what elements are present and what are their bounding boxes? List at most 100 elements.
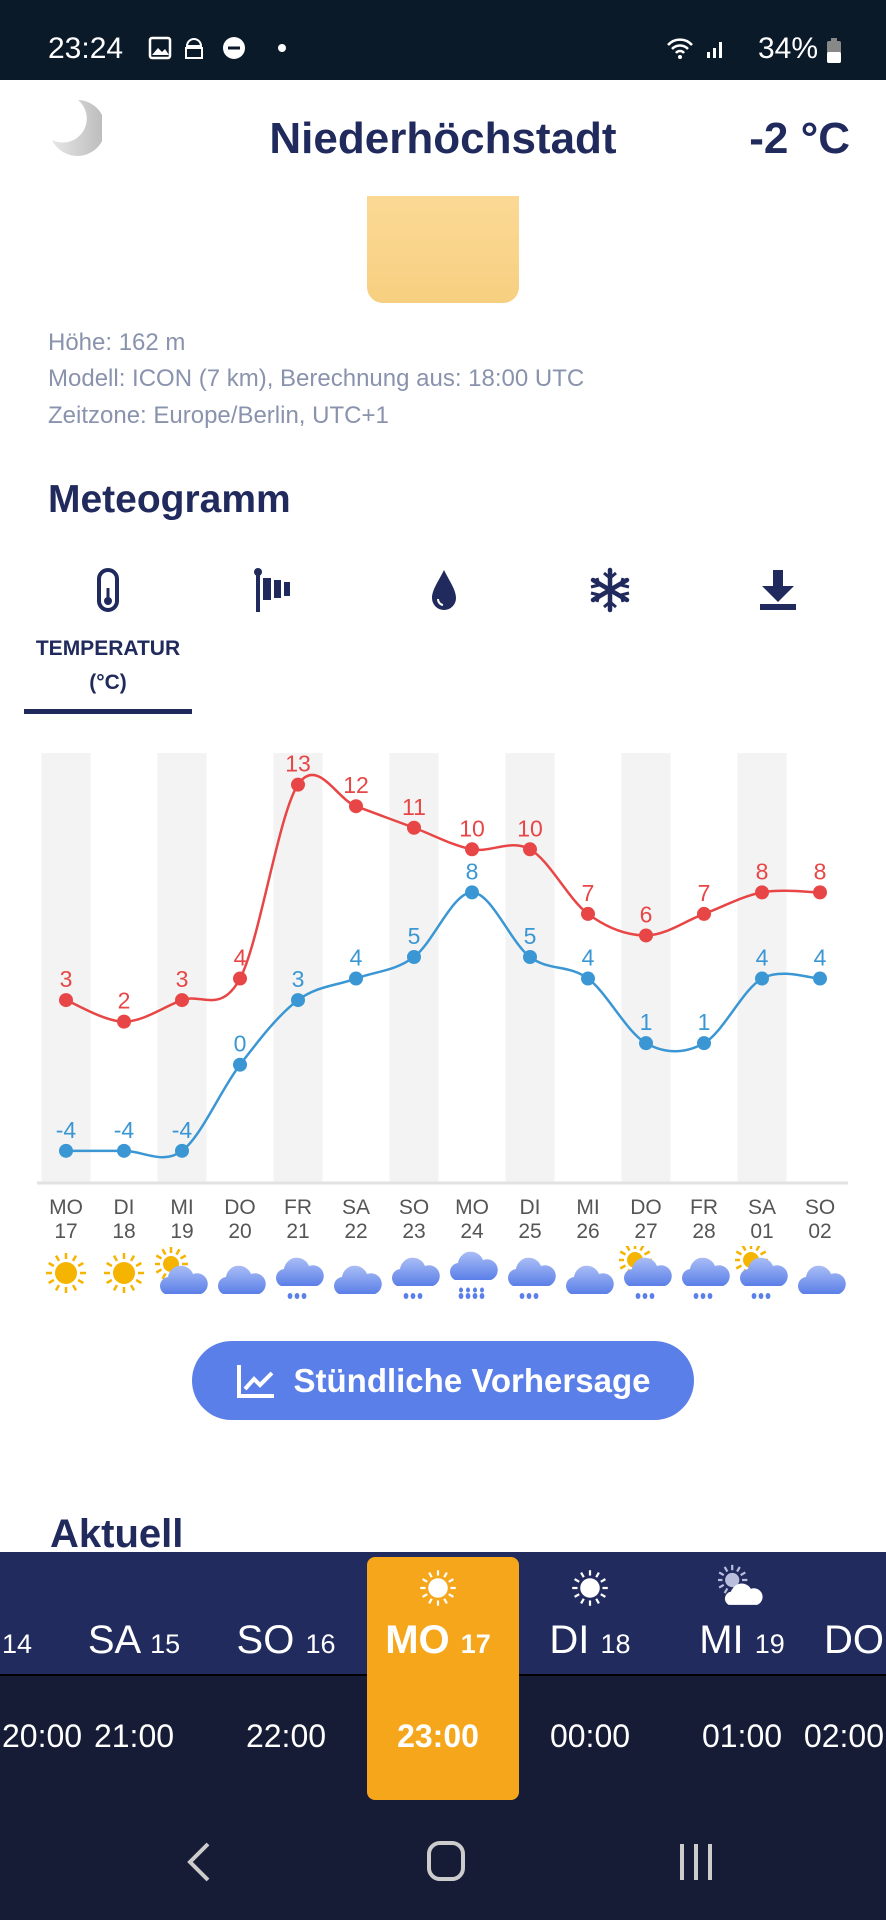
data-label-max: 8 bbox=[814, 858, 827, 884]
timeline-day[interactable]: DI 18 bbox=[514, 1618, 666, 1663]
timeline-day[interactable]: MO 17 bbox=[362, 1618, 514, 1663]
data-label-min: 4 bbox=[814, 945, 827, 971]
day-name: FR bbox=[284, 1196, 312, 1219]
timeline-day-name: MO bbox=[385, 1618, 450, 1662]
day-number: 18 bbox=[112, 1220, 136, 1243]
tab-temperature-label[interactable]: TEMPERATUR (°C) bbox=[35, 637, 181, 694]
data-label-min: 3 bbox=[292, 966, 305, 992]
chart-column-band bbox=[737, 753, 787, 1182]
moon-icon bbox=[52, 100, 102, 156]
data-label-max: 2 bbox=[118, 988, 131, 1014]
timeline-day[interactable]: SO 16 bbox=[210, 1618, 362, 1663]
day-number: 21 bbox=[286, 1220, 310, 1243]
tab-precipitation-drop-icon[interactable] bbox=[420, 566, 468, 614]
day-number: 27 bbox=[634, 1220, 658, 1243]
day-number: 23 bbox=[402, 1220, 426, 1243]
timeline-time[interactable]: 20:00 bbox=[2, 1718, 83, 1754]
data-label-min: 5 bbox=[524, 923, 537, 949]
chart-day-label: FR 28 bbox=[676, 1196, 732, 1244]
data-point-max bbox=[639, 928, 653, 943]
weather-partly-icon bbox=[155, 1247, 208, 1294]
signal-icon bbox=[707, 42, 722, 58]
timeline-time[interactable]: 23:00 bbox=[397, 1718, 479, 1754]
timeline-day-number: 16 bbox=[305, 1629, 336, 1659]
data-point-min bbox=[697, 1036, 711, 1051]
data-point-max bbox=[349, 799, 363, 814]
hourly-forecast-button[interactable]: Stündliche Vorhersage bbox=[192, 1341, 694, 1420]
data-label-min: 4 bbox=[582, 945, 595, 971]
timeline-day-name: SA bbox=[87, 1618, 139, 1662]
weather-rain-icon bbox=[276, 1257, 324, 1299]
data-point-max bbox=[291, 777, 305, 792]
tab-temperature-thermometer-icon[interactable] bbox=[84, 566, 132, 614]
day-number: 20 bbox=[228, 1220, 252, 1243]
battery-percent: 34% bbox=[757, 32, 818, 65]
chart-day-label: DI 25 bbox=[502, 1196, 558, 1244]
weather-partlyrain-icon bbox=[735, 1246, 788, 1299]
timeline-time[interactable]: 02:00 bbox=[803, 1718, 884, 1754]
data-label-max: 7 bbox=[582, 880, 595, 906]
weather-cloud-icon bbox=[218, 1265, 266, 1294]
tab-wind-windsock-icon[interactable] bbox=[252, 566, 300, 614]
timeline-day-number: 15 bbox=[150, 1629, 181, 1659]
timeline-time[interactable]: 22:00 bbox=[245, 1718, 327, 1754]
day-name: SA bbox=[341, 1196, 370, 1219]
timeline-day[interactable]: SA 15 bbox=[58, 1618, 210, 1663]
chart-day-label: MI 19 bbox=[154, 1196, 210, 1244]
status-bar: 23:24 34% bbox=[0, 0, 886, 80]
timeline-day-number: 18 bbox=[600, 1629, 631, 1659]
day-number: 22 bbox=[344, 1220, 368, 1243]
altitude-text: Höhe: 162 m bbox=[48, 329, 186, 356]
data-label-max: 8 bbox=[756, 858, 769, 884]
day-number: 25 bbox=[518, 1220, 542, 1243]
data-point-min bbox=[581, 971, 595, 986]
timeline-time[interactable]: 21:00 bbox=[93, 1718, 175, 1754]
day-name: MO bbox=[49, 1196, 83, 1219]
timeline-day[interactable]: MI 19 bbox=[666, 1618, 818, 1663]
timeline-day-name: DI bbox=[549, 1618, 590, 1662]
data-point-min bbox=[291, 993, 305, 1008]
weather-cloud-icon bbox=[334, 1265, 382, 1294]
day-name: DI bbox=[113, 1196, 135, 1219]
timeline-sun-icon bbox=[420, 1570, 456, 1606]
weather-rain-icon bbox=[508, 1257, 556, 1299]
day-name: DO bbox=[224, 1196, 256, 1219]
day-number: 28 bbox=[692, 1220, 716, 1243]
timeline-time[interactable]: 00:00 bbox=[549, 1718, 631, 1754]
chart-day-label: SO 02 bbox=[792, 1196, 848, 1244]
data-label-max: 4 bbox=[234, 945, 247, 971]
data-point-min bbox=[59, 1143, 73, 1158]
data-point-max bbox=[59, 993, 73, 1008]
day-number: 17 bbox=[54, 1220, 78, 1243]
day-number: 26 bbox=[576, 1220, 600, 1243]
day-number: 19 bbox=[170, 1220, 194, 1243]
back-icon[interactable] bbox=[184, 1840, 214, 1884]
data-point-min bbox=[175, 1143, 189, 1158]
recent-apps-icon[interactable] bbox=[676, 1840, 716, 1882]
day-name: SO bbox=[398, 1196, 430, 1219]
dot-icon bbox=[278, 44, 286, 52]
timeline-partly-icon bbox=[718, 1564, 763, 1605]
timeline-time[interactable]: 01:00 bbox=[701, 1718, 783, 1754]
timeline-day[interactable]: DO bbox=[824, 1618, 884, 1663]
series-line-min bbox=[65, 891, 821, 1159]
timeline-day-number: 17 bbox=[460, 1629, 491, 1659]
data-label-min: 8 bbox=[466, 858, 479, 884]
data-point-max bbox=[407, 820, 421, 835]
tab-snow-snowflake-icon[interactable] bbox=[586, 566, 634, 614]
timeline-day[interactable]: 14 bbox=[2, 1618, 32, 1663]
image-notification-icon bbox=[148, 36, 172, 60]
data-label-min: 4 bbox=[350, 945, 363, 971]
wifi-icon bbox=[667, 38, 693, 59]
weather-heavyrain-icon bbox=[450, 1251, 498, 1299]
hourly-forecast-label: Stündliche Vorhersage bbox=[293, 1361, 651, 1399]
day-name: SA bbox=[747, 1196, 776, 1219]
home-icon[interactable] bbox=[426, 1840, 466, 1882]
data-label-max: 10 bbox=[459, 815, 485, 841]
data-label-max: 3 bbox=[60, 966, 73, 992]
data-label-max: 6 bbox=[640, 901, 653, 927]
timeline-day-name: SO bbox=[236, 1618, 295, 1662]
data-point-max bbox=[117, 1014, 131, 1029]
data-point-min bbox=[755, 971, 769, 986]
tab-download-icon[interactable] bbox=[754, 566, 802, 614]
